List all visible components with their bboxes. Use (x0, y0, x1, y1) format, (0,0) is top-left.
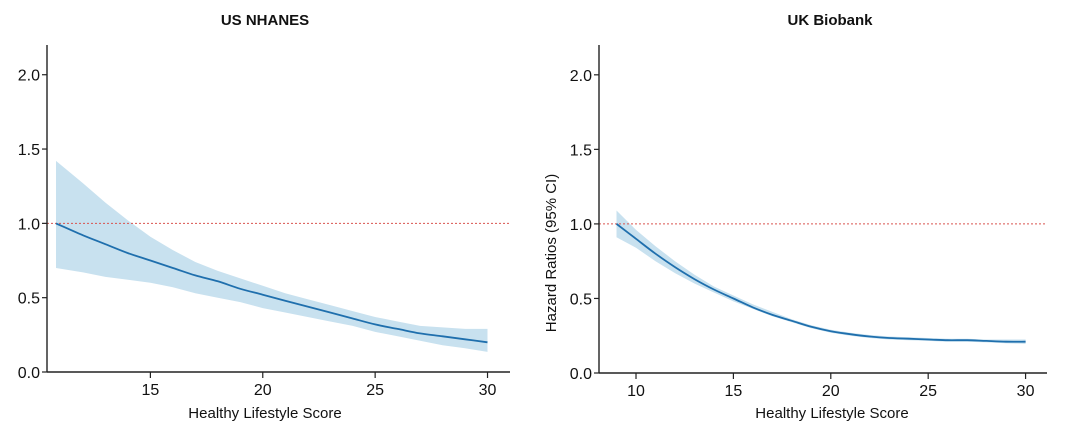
y-tick-label: 0.5 (18, 291, 40, 308)
y-tick-label: 2.0 (18, 68, 40, 85)
hazard-ratio-line (615, 223, 1026, 343)
x-tick-label: 20 (822, 383, 840, 400)
panel-uk-biobank: UK Biobank Healthy Lifestyle Score Hazar… (543, 12, 1047, 422)
chart-title: US NHANES (221, 12, 309, 29)
confidence-band (616, 210, 1026, 344)
y-tick-label: 0.0 (570, 366, 592, 383)
y-tick-label: 1.0 (570, 217, 592, 234)
y-axis-label: Hazard Ratios (95% CI) (543, 174, 560, 332)
y-tick-label: 1.5 (570, 142, 592, 159)
y-tick-label: 1.5 (18, 142, 40, 159)
y-tick-label: 0.5 (570, 291, 592, 308)
confidence-band (56, 160, 488, 352)
x-tick-label: 15 (725, 383, 743, 400)
y-tick-label: 1.0 (18, 216, 40, 233)
x-tick-label: 15 (141, 382, 159, 399)
x-axis-label: Healthy Lifestyle Score (188, 405, 341, 422)
x-tick-label: 25 (919, 383, 937, 400)
x-tick-label: 10 (627, 383, 645, 400)
y-tick-label: 0.0 (18, 365, 40, 382)
hazard-ratio-line (55, 222, 488, 344)
x-tick-label: 25 (366, 382, 384, 399)
y-tick-label: 2.0 (570, 68, 592, 85)
x-tick-label: 20 (254, 382, 272, 399)
x-axis-label: Healthy Lifestyle Score (755, 405, 908, 422)
x-tick-label: 30 (1017, 383, 1035, 400)
x-tick-label: 30 (479, 382, 497, 399)
panel-us-nhanes: US NHANES Healthy Lifestyle Score 0.0 0.5… (18, 12, 510, 422)
chart-title: UK Biobank (787, 12, 873, 29)
